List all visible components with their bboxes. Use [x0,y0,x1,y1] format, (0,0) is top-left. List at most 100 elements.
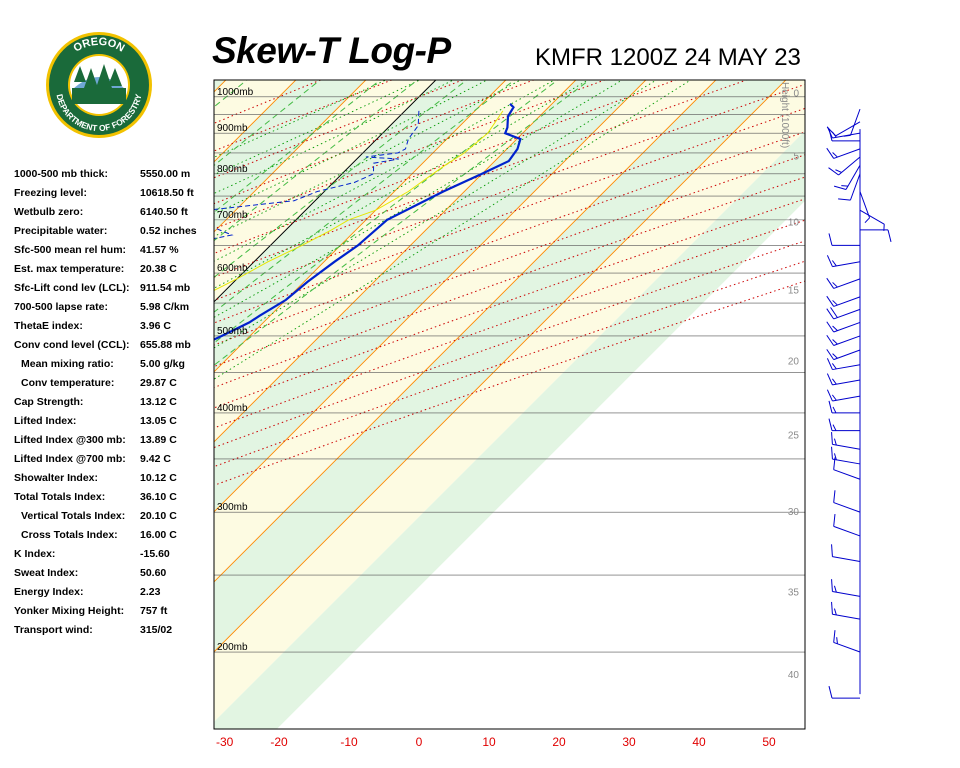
index-value: -15.60 [140,548,170,560]
height-tick: 25 [788,430,800,441]
index-value: 0.52 inches [140,225,197,237]
index-row: 1000-500 mb thick: 5550.00 m [14,168,214,187]
wind-barb [828,400,860,414]
index-label: Sfc-500 mean rel hum: [14,244,127,256]
height-tick: 0 [793,88,799,99]
index-row: Energy Index: 2.23 [14,586,214,605]
index-value: 50.60 [140,567,167,579]
height-tick: 40 [788,670,800,681]
wind-barb [831,601,861,620]
tree-icon [74,64,122,88]
index-value: 29.87 C [140,377,177,389]
wind-barb [826,295,861,307]
index-row: Yonker Mixing Height: 757 ft [14,605,214,624]
temperature-tick: -30 [216,735,234,749]
pressure-label: 700mb [217,210,248,221]
chart-title: Skew-T Log-P [212,30,451,71]
wind-barb [826,349,861,361]
pressure-label: 1000mb [217,87,254,98]
mixing-ratio-line [214,80,559,344]
mixing-ratio-line [214,80,321,167]
index-label: Lifted Index @300 mb: [14,434,126,446]
wind-barb [828,128,860,142]
index-label: ThetaE index: [14,320,83,332]
mixing-ratio-line [214,80,516,313]
wind-barb [860,229,892,242]
moist-adiabat [214,80,421,176]
index-value: 2.23 [140,586,161,598]
temperature-tick: 50 [762,735,776,749]
index-label: Conv temperature: [21,377,115,389]
mixing-ratio-line [214,80,419,242]
index-row: Wetbulb zero: 6140.50 ft [14,206,214,225]
index-label: Sweat Index: [14,567,79,579]
pressure-label: 800mb [217,164,248,175]
wind-barb [826,389,861,402]
index-row: Sfc-Lift cond lev (LCL): 911.54 mb [14,282,214,301]
pressure-label: 300mb [217,502,248,513]
height-tick: 5 [793,152,799,163]
wind-barb [833,630,861,653]
mixing-ratio-line [214,80,248,108]
logo-top-text: OREGON [72,36,127,55]
wind-barb [859,191,871,224]
dry-adiabat [214,80,394,152]
isotherm [214,80,227,93]
isotherm [214,80,577,443]
index-row: Mean mixing ratio: 5.00 g/kg [14,358,214,377]
index-label: Cap Strength: [14,396,84,408]
index-value: 315/02 [140,624,173,636]
index-value: 5.98 C/km [140,301,190,313]
wind-barb [826,126,861,139]
index-value: 16.00 C [140,529,177,541]
pressure-label: 900mb [217,123,248,134]
index-row: Vertical Totals Index: 20.10 C [14,510,214,529]
wind-barb [826,373,861,386]
index-label: Energy Index: [14,586,84,598]
height-tick: 30 [788,507,800,518]
wind-barb [833,514,861,537]
wind-barb [826,277,861,289]
temperature-tick: 40 [692,735,706,749]
index-value: 41.57 % [140,244,179,256]
index-label: Total Totals Index: [14,491,106,503]
index-row: Showalter Index: 10.12 C [14,472,214,491]
wind-barb [833,457,861,480]
index-label: Freezing level: [14,187,87,199]
index-value: 757 ft [140,605,168,617]
temperature-trace [214,103,522,341]
dewpoint-trace [214,110,420,240]
wind-barb [828,156,861,176]
moist-adiabat [214,80,658,349]
isotherm-band [214,80,805,722]
index-row: Lifted Index: 13.05 C [14,415,214,434]
wind-barb [826,255,861,268]
index-value: 13.89 C [140,434,177,446]
index-value: 3.96 C [140,320,171,332]
pressure-label: 500mb [217,326,248,337]
index-value: 5550.00 m [140,168,191,180]
isotherm [0,77,89,752]
pressure-label: 600mb [217,263,248,274]
index-value: 13.12 C [140,396,177,408]
isotherm-band [214,80,226,92]
wind-barb [826,334,861,346]
isotherm-band [0,77,159,752]
wind-barb [831,544,861,563]
index-label: Wetbulb zero: [14,206,84,218]
index-value: 655.88 mb [140,339,191,351]
index-label: Lifted Index @700 mb: [14,453,126,465]
mixing-ratio-line [214,80,468,278]
index-label: Lifted Index: [14,415,77,427]
index-value: 911.54 mb [140,282,191,294]
wind-barb [859,209,885,231]
mixing-ratio-line [214,80,381,213]
indices-list: 1000-500 mb thick: 5550.00 m Freezing leve… [14,168,214,643]
index-row: Precipitable water: 0.52 inches [14,225,214,244]
index-value: 5.00 g/kg [140,358,185,370]
wind-barb [828,418,860,432]
dry-adiabat [214,176,805,389]
temperature-tick: 10 [482,735,496,749]
index-value: 13.05 C [140,415,177,427]
isotherm-band [214,130,805,729]
